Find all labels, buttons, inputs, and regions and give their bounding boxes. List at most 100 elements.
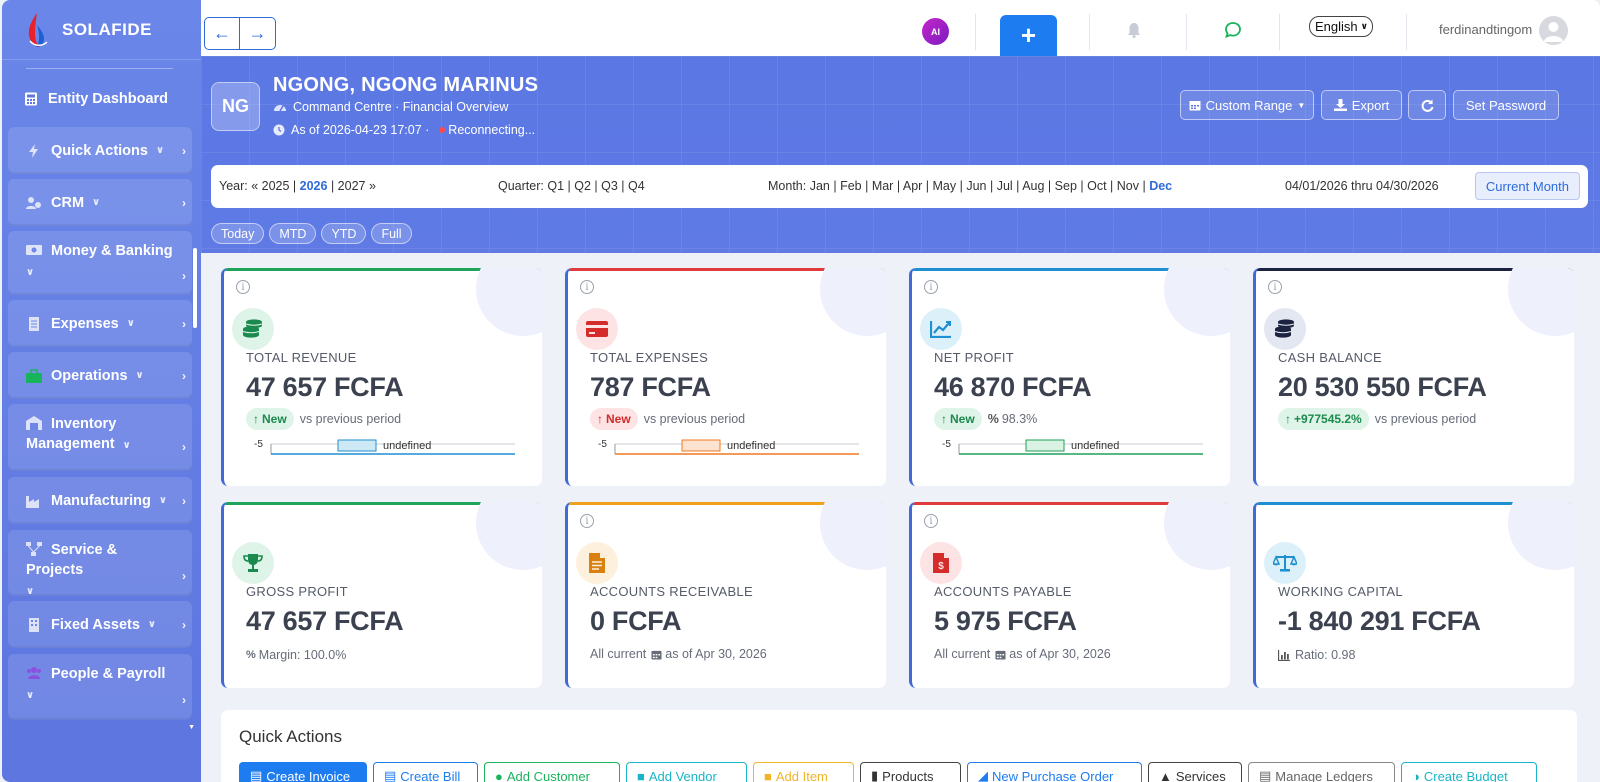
kpi-card-working-capital[interactable]: WORKING CAPITAL -1 840 291 FCFA Ratio: 0… (1253, 502, 1574, 688)
year-current-link[interactable]: 2026 (299, 179, 328, 193)
sidebar-item-quick-actions[interactable]: Quick Actions ∨ › (8, 127, 192, 174)
sidebar-scrollbar[interactable] (193, 248, 197, 328)
ai-assistant-button[interactable]: AI (922, 18, 949, 45)
year-prev-link[interactable]: « 2025 (251, 179, 290, 193)
sidebar-item-inventory-management[interactable]: Inventory Management ∨ › (8, 404, 192, 471)
create-new-button[interactable]: + (1000, 15, 1057, 56)
quarter-link[interactable]: Q3 (601, 179, 618, 193)
month-link[interactable]: Aug (1022, 179, 1045, 193)
brand[interactable]: SOLAFIDE (2, 0, 201, 60)
year-selector: Year: « 2025 | 2026 | 2027 » (219, 179, 376, 193)
info-icon[interactable]: i (580, 514, 594, 528)
period-pill-full[interactable]: Full (371, 223, 412, 244)
sidebar-item-crm[interactable]: CRM ∨ › (8, 179, 192, 226)
add-customer-button[interactable]: ● Add Customer (484, 762, 620, 782)
chevron-right-icon: › (182, 143, 186, 158)
kpi-card-accounts-receivable[interactable]: i ACCOUNTS RECEIVABLE 0 FCFA All current… (565, 502, 886, 688)
sidebar-item-service-projects[interactable]: Service & Projects ∨ › (8, 530, 192, 597)
quarter-link[interactable]: Q1 (547, 179, 565, 193)
month-link-selected[interactable]: Dec (1149, 179, 1173, 193)
arrow-up-icon: ↑ (597, 412, 603, 426)
kpi-card-total-expenses[interactable]: i TOTAL EXPENSES 787 FCFA ↑ New vs previo… (565, 268, 886, 486)
sidebar-item-entity-dashboard[interactable]: Entity Dashboard (2, 79, 201, 119)
forward-button[interactable]: → (240, 17, 276, 50)
tachometer-icon (274, 105, 286, 112)
month-link[interactable]: May (932, 179, 957, 193)
custom-range-button[interactable]: Custom Range ▼ (1180, 90, 1314, 120)
month-link[interactable]: Oct (1087, 179, 1107, 193)
trend-badge-label: New (606, 412, 631, 426)
month-selector: Month: Jan | Feb | Mar | Apr | May | Jun… (768, 179, 1173, 193)
notifications-bell-icon[interactable] (1127, 22, 1141, 42)
chevron-right-icon: › (182, 439, 186, 454)
button-label: Products (882, 768, 934, 782)
sidebar-item-manufacturing[interactable]: Manufacturing ∨ › (8, 477, 192, 524)
back-button[interactable]: ← (204, 17, 240, 50)
manage-ledgers-button[interactable]: ▤ Manage Ledgers (1248, 762, 1395, 782)
kpi-card-total-revenue[interactable]: i TOTAL REVENUE 47 657 FCFA ↑ New vs prev… (221, 268, 542, 486)
month-link[interactable]: Apr (902, 179, 923, 193)
month-link[interactable]: Jan (809, 179, 830, 193)
scroll-down-icon[interactable]: ▼ (188, 724, 195, 731)
kpi-card-cash-balance[interactable]: i CASH BALANCE 20 530 550 FCFA ↑ +977545.… (1253, 268, 1574, 486)
kpi-card-gross-profit[interactable]: GROSS PROFIT 47 657 FCFA % Margin: 100.0… (221, 502, 542, 688)
kpi-label: CASH BALANCE (1278, 350, 1383, 365)
create-bill-button[interactable]: ▤ Create Bill (373, 762, 478, 782)
sidebar-item-fixed-assets[interactable]: Fixed Assets ∨ › (8, 601, 192, 648)
language-select[interactable]: English ∨ (1309, 16, 1373, 37)
period-pill-today[interactable]: Today (211, 223, 265, 244)
info-icon[interactable]: i (236, 280, 250, 294)
sidebar-item-money-banking[interactable]: Money & Banking ∨ › (8, 231, 192, 295)
kpi-label: TOTAL EXPENSES (590, 350, 709, 365)
new-purchase-order-button[interactable]: ◢ New Purchase Order (967, 762, 1142, 782)
info-icon[interactable]: i (924, 514, 938, 528)
month-link[interactable]: Sep (1054, 179, 1077, 193)
sidebar-item-operations[interactable]: Operations ∨ › (8, 352, 192, 399)
period-pill-ytd[interactable]: YTD (321, 223, 367, 244)
current-month-button[interactable]: Current Month (1474, 172, 1580, 200)
month-link[interactable]: Jun (966, 179, 987, 193)
info-icon[interactable]: i (1268, 280, 1282, 294)
month-link[interactable]: Nov (1116, 179, 1139, 193)
kpi-card-accounts-payable[interactable]: i $ ACCOUNTS PAYABLE 5 975 FCFA All curr… (909, 502, 1230, 688)
products-button[interactable]: ▮ Products (860, 762, 961, 782)
sidebar: SOLAFIDE Entity Dashboard Quick Actions ∨… (2, 0, 201, 782)
refresh-button[interactable] (1408, 90, 1446, 120)
arrow-right-icon: → (248, 23, 267, 43)
sidebar-item-label: Fixed Assets (51, 616, 140, 633)
period-pill-mtd[interactable]: MTD (269, 223, 317, 244)
dashboard-header: NG NGONG, NGONG MARINUS Command Centre ·… (201, 56, 1600, 253)
add-item-button[interactable]: ■ Add Item (753, 762, 854, 782)
industry-icon (26, 495, 39, 508)
button-label: Create Invoice (266, 768, 351, 782)
month-link[interactable]: Feb (840, 179, 862, 193)
create-budget-button[interactable]: ◑ Create Budget (1401, 762, 1537, 782)
tools-icon: ▲ (1159, 768, 1172, 782)
export-button[interactable]: Export (1321, 90, 1402, 120)
avatar[interactable] (1539, 16, 1568, 45)
sidebar-item-people-payroll[interactable]: People & Payroll ∨ › (8, 654, 192, 720)
username[interactable]: ferdinandtingom (1439, 22, 1533, 37)
as-of-date: as of Apr 30, 2026 (665, 647, 767, 661)
month-link[interactable]: Jul (996, 179, 1013, 193)
calendar-icon (1189, 101, 1201, 111)
kpi-label: NET PROFIT (934, 350, 1015, 365)
year-next-link[interactable]: 2027 » (337, 179, 376, 193)
chat-icon[interactable] (1224, 21, 1242, 39)
info-icon[interactable]: i (924, 280, 938, 294)
kpi-detail: All current as of Apr 30, 2026 (590, 647, 767, 661)
info-icon[interactable]: i (580, 280, 594, 294)
quarter-link[interactable]: Q2 (574, 179, 591, 193)
button-label: Export (1351, 97, 1390, 113)
month-link[interactable]: Mar (871, 179, 894, 193)
add-vendor-button[interactable]: ■ Add Vendor (626, 762, 747, 782)
set-password-button[interactable]: Set Password (1453, 90, 1559, 120)
header-pattern (201, 56, 1600, 253)
arrow-left-icon: ← (213, 23, 231, 43)
kpi-card-net-profit[interactable]: i NET PROFIT 46 870 FCFA ↑ New % 98.3% -5 … (909, 268, 1230, 486)
services-button[interactable]: ▲ Services (1148, 762, 1242, 782)
sidebar-item-expenses[interactable]: Expenses ∨ › (8, 300, 192, 347)
users-icon (27, 667, 41, 679)
create-invoice-button[interactable]: ▤ Create Invoice (239, 762, 367, 782)
quarter-link[interactable]: Q4 (628, 179, 645, 193)
